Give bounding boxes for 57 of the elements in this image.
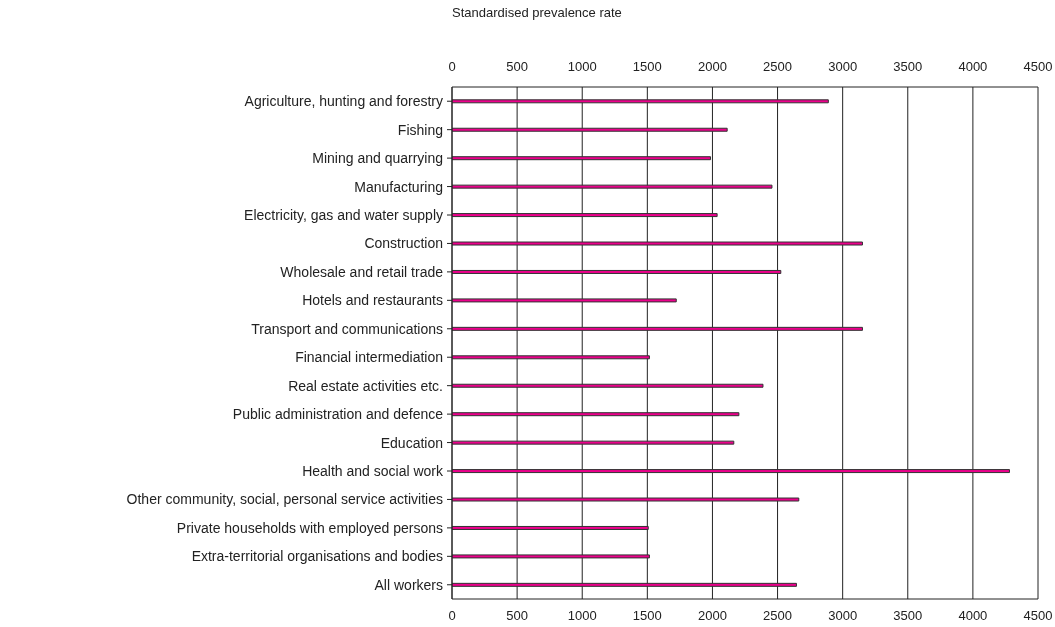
y-tick-label: Private households with employed persons	[176, 519, 443, 536]
x2-axis-title: Standardised prevalence rate	[452, 5, 622, 21]
bar	[452, 582, 797, 587]
x-tick-label: 1500	[632, 608, 662, 624]
x2-tick-label: 1000	[567, 59, 597, 74]
bar	[452, 213, 718, 218]
bar	[452, 269, 782, 274]
x2-tick-label: 4500	[1023, 59, 1053, 74]
bar	[452, 127, 728, 132]
y-tick-label: Manufacturing	[354, 178, 443, 195]
x-tick-label: 500	[506, 608, 528, 624]
x-tick-label: 3500	[893, 608, 923, 624]
x-tick-label: 4000	[958, 608, 988, 624]
y-tick-label: Health and social work	[302, 462, 444, 479]
bar	[452, 241, 863, 246]
y-tick-label: Public administration and defence	[232, 406, 444, 423]
bar	[452, 497, 800, 502]
x2-tick-label: 1500	[632, 59, 662, 74]
x2-tick-label: 2500	[763, 59, 793, 74]
y-tick-label: Electricity, gas and water supply	[244, 206, 443, 223]
x-tick-label: 0	[448, 608, 456, 624]
y-tick-label: All workers	[374, 576, 443, 593]
bar	[452, 554, 650, 559]
y-tick-label: Extra-territorial organisations and bodies	[191, 548, 443, 565]
y-tick-label: Fishing	[397, 121, 443, 138]
y-tick-label: Agriculture, hunting and forestry	[244, 93, 443, 110]
bar	[452, 184, 773, 189]
bar	[452, 156, 711, 161]
y-tick-label: Financial intermediation	[295, 349, 443, 366]
bar	[452, 383, 764, 388]
x2-tick-label: 0	[448, 59, 456, 74]
y-tick-label: Construction	[364, 235, 443, 252]
y-tick-label: Transport and communications	[251, 320, 443, 337]
x2-tick-label: 500	[506, 59, 528, 74]
x2-tick-label: 3500	[893, 59, 923, 74]
bar	[452, 355, 650, 360]
bar	[452, 440, 735, 445]
bar	[452, 298, 677, 303]
y-tick-label: Education	[380, 434, 443, 451]
x2-tick-label: 3000	[828, 59, 858, 74]
bar	[452, 99, 829, 104]
bar	[452, 326, 863, 331]
y-tick-label: Other community, social, personal service activities	[126, 491, 443, 508]
y-tick-label: Hotels and restaurants	[302, 292, 443, 309]
x-tick-label: 3000	[828, 608, 858, 624]
y-tick-label: Real estate activities etc.	[288, 377, 443, 394]
bar	[452, 412, 740, 417]
x-tick-label: 2500	[763, 608, 793, 624]
bar	[452, 525, 649, 530]
x2-tick-label: 4000	[958, 59, 988, 74]
y-tick-label: Mining and quarrying	[312, 150, 443, 167]
y-tick-label: Wholesale and retail trade	[280, 263, 444, 280]
x-tick-label: 4500	[1023, 608, 1053, 624]
x-tick-label: 2000	[697, 608, 727, 624]
x-tick-label: 1000	[567, 608, 597, 624]
x2-tick-label: 2000	[697, 59, 727, 74]
bar	[452, 469, 1010, 474]
